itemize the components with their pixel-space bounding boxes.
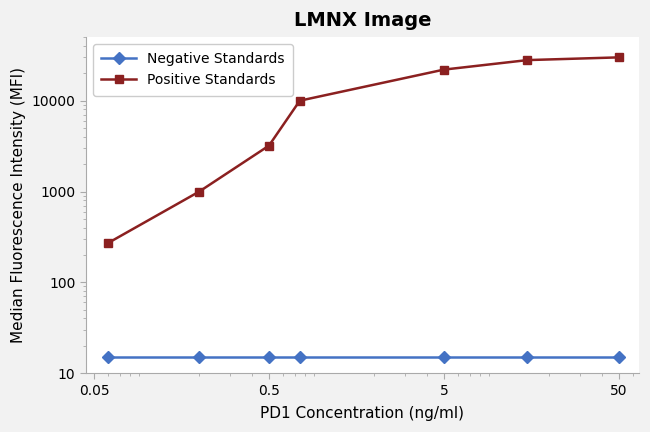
Y-axis label: Median Fluorescence Intensity (MFI): Median Fluorescence Intensity (MFI) [11, 67, 26, 343]
Positive Standards [296, 98, 304, 103]
Line: Negative Standards: Negative Standards [103, 353, 623, 361]
Negative Standards [265, 355, 273, 360]
Title: LMNX Image: LMNX Image [294, 11, 431, 30]
Negative Standards [104, 355, 112, 360]
Positive Standards [196, 189, 203, 194]
Legend: Negative Standards, Positive Standards: Negative Standards, Positive Standards [93, 44, 293, 96]
Positive Standards [615, 55, 623, 60]
Negative Standards [296, 355, 304, 360]
Positive Standards [104, 241, 112, 246]
Positive Standards [523, 57, 531, 63]
Negative Standards [615, 355, 623, 360]
Negative Standards [523, 355, 531, 360]
Positive Standards [265, 143, 273, 148]
Negative Standards [196, 355, 203, 360]
Positive Standards [440, 67, 448, 72]
Line: Positive Standards: Positive Standards [103, 53, 623, 247]
X-axis label: PD1 Concentration (ng/ml): PD1 Concentration (ng/ml) [261, 406, 464, 421]
Negative Standards [440, 355, 448, 360]
